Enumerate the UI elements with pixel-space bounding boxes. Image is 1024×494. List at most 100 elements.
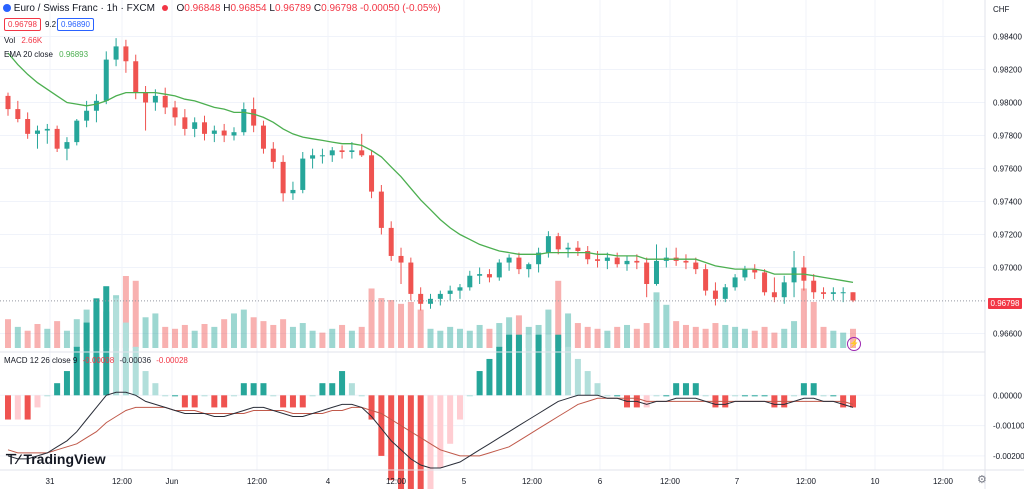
candle-body <box>840 292 846 294</box>
tradingview-logo[interactable]: ⊤⁄ TradingView <box>5 451 106 468</box>
candle-body <box>15 109 21 119</box>
volume-bar <box>810 301 817 348</box>
volume-bar <box>663 304 670 348</box>
candle-body <box>123 46 129 62</box>
volume-bar <box>574 323 581 348</box>
macd-series <box>5 286 856 494</box>
time-tick-label: 12:00 <box>386 477 407 486</box>
candle-body <box>54 128 60 149</box>
volume-bar <box>515 315 522 348</box>
settings-gear-icon[interactable]: ⚙ <box>977 474 987 486</box>
candle-body <box>506 257 512 263</box>
ema-value: 0.96893 <box>59 50 89 59</box>
macd-histogram-bar <box>545 334 552 396</box>
current-price-tag: 0.96798 <box>988 298 1022 309</box>
volume-bar <box>152 313 159 348</box>
price-tick-label: 0.97400 <box>993 198 1022 207</box>
macd-histogram-bar <box>663 395 670 397</box>
volume-bar <box>132 280 139 348</box>
buy-price-button[interactable]: 0.96890 <box>57 18 94 31</box>
candle-body <box>811 280 817 293</box>
time-tick-label: 31 <box>46 477 55 486</box>
macd-histogram-bar <box>260 383 267 396</box>
macd-histogram-bar <box>113 298 120 396</box>
macd-histogram-bar <box>378 395 385 456</box>
macd-histogram-bar <box>584 371 591 396</box>
candle-body <box>260 125 266 149</box>
macd-histogram-bar <box>682 383 689 396</box>
candle-body <box>526 264 532 270</box>
candle-body <box>93 100 99 111</box>
macd-value-1: -0.00008 <box>82 356 115 365</box>
candle-body <box>192 122 198 129</box>
candle-body <box>339 150 345 152</box>
candle-body <box>604 257 610 261</box>
candle-body <box>290 189 296 194</box>
ema-legend[interactable]: EMA 20 close 0.96893 <box>4 50 89 59</box>
time-tick-label: 12:00 <box>796 477 817 486</box>
candle-body <box>683 260 689 263</box>
volume-bar <box>378 298 385 348</box>
candle-body <box>457 287 463 291</box>
macd-value-3: -0.00028 <box>156 356 188 365</box>
volume-bar <box>309 330 316 348</box>
macd-histogram-bar <box>830 395 837 397</box>
volume-bar <box>398 303 405 348</box>
macd-histogram-bar <box>800 383 807 396</box>
close-value: 0.96798 <box>321 3 358 14</box>
volume-bar <box>260 321 267 348</box>
macd-histogram-bar <box>181 395 188 408</box>
macd-histogram-bar <box>791 395 798 397</box>
time-tick-label: 12:00 <box>112 477 133 486</box>
candle-body <box>830 292 836 294</box>
macd-histogram-bar <box>525 334 532 396</box>
macd-histogram-bar <box>565 346 572 396</box>
sell-price-button[interactable]: 0.96798 <box>4 18 41 31</box>
candle-body <box>182 117 188 129</box>
time-tick-label: 7 <box>735 477 740 486</box>
candle-body <box>369 155 375 192</box>
volume-bar <box>702 328 709 348</box>
candle-body <box>44 128 50 131</box>
change-value: -0.00050 (-0.05%) <box>360 3 441 14</box>
lightning-icon[interactable]: ⚡ <box>847 337 861 351</box>
macd-histogram-bar <box>398 395 405 493</box>
macd-histogram-bar <box>299 395 306 408</box>
open-value: 0.96848 <box>184 3 221 14</box>
macd-legend[interactable]: MACD 12 26 close 9 -0.00008 -0.00036 -0.… <box>4 356 188 365</box>
time-tick-label: Jun <box>166 477 179 486</box>
high-value: 0.96854 <box>230 3 267 14</box>
macd-histogram-bar <box>162 395 169 397</box>
ema-line <box>7 52 854 284</box>
volume-bar <box>73 319 80 348</box>
candle-body <box>555 236 561 250</box>
macd-histogram-bar <box>191 395 198 408</box>
volume-bar <box>358 326 365 348</box>
volume-bar <box>240 309 247 348</box>
macd-histogram-bar <box>54 383 61 396</box>
symbol-legend[interactable]: Euro / Swiss Franc · 1h · FXCM O0.96848 … <box>3 3 441 14</box>
candle-body <box>634 260 640 263</box>
volume-bar <box>339 324 346 348</box>
volume-bar <box>24 330 31 348</box>
candle-body <box>251 109 257 126</box>
macd-histogram-bar <box>339 371 346 396</box>
macd-histogram-bar <box>447 395 454 444</box>
candle-body <box>437 293 443 299</box>
time-tick-label: 12:00 <box>660 477 681 486</box>
candle-body <box>752 269 758 273</box>
macd-histogram-bar <box>63 371 70 396</box>
symbol-title: Euro / Swiss Franc · 1h · FXCM <box>13 3 155 14</box>
volume-bar <box>800 288 807 348</box>
candle-body <box>644 262 650 284</box>
candle-body <box>133 61 139 93</box>
volume-legend[interactable]: Vol 2.66K <box>4 36 43 45</box>
volume-bar <box>741 328 748 348</box>
volume-bar <box>791 321 798 348</box>
macd-histogram-bar <box>34 395 41 408</box>
macd-histogram-bar <box>122 322 129 396</box>
volume-bar <box>230 313 237 348</box>
macd-histogram-bar <box>810 383 817 396</box>
candle-body <box>64 142 70 149</box>
